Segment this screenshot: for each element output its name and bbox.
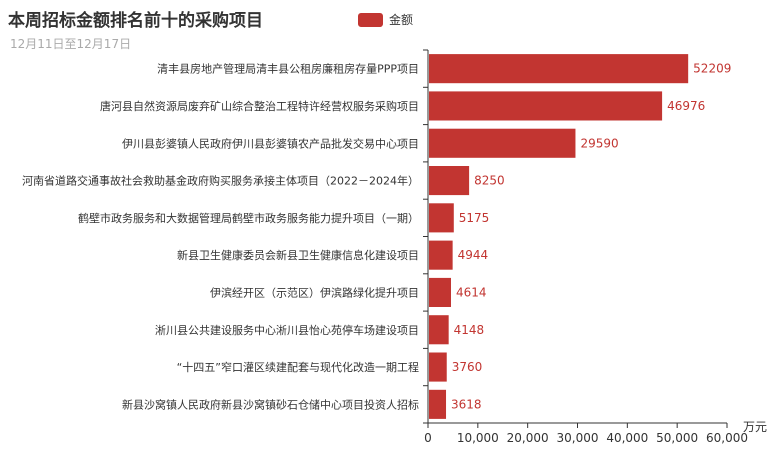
x-tick-label: 40,000 — [606, 431, 648, 445]
category-label: 伊川县彭婆镇人民政府伊川县彭婆镇农产品批发交易中心项目 — [122, 136, 419, 150]
x-tick-label: 20,000 — [507, 431, 549, 445]
legend[interactable]: 金额 — [358, 11, 413, 28]
category-label: 新县卫生健康委员会新县卫生健康信息化建设项目 — [177, 248, 419, 262]
bar — [429, 166, 470, 196]
x-axis-unit: 万元 — [743, 420, 767, 434]
x-tick-label: 10,000 — [457, 431, 499, 445]
bar — [429, 128, 576, 158]
data-label: 3760 — [452, 360, 483, 374]
bar — [429, 91, 663, 121]
bar — [429, 277, 451, 307]
x-tick-label: 50,000 — [656, 431, 698, 445]
category-label: 清丰县房地产管理局清丰县公租房廉租房存量PPP项目 — [157, 62, 419, 76]
category-label: 唐河县自然资源局废弃矿山综合整治工程特许经营权服务采购项目 — [100, 99, 419, 113]
bar — [429, 54, 689, 84]
data-label: 4148 — [454, 323, 485, 337]
category-label: 河南省道路交通事故社会救助基金政府购买服务承接主体项目（2022－2024年） — [22, 174, 419, 188]
bar — [429, 352, 447, 382]
bar — [429, 203, 454, 233]
category-label: 新县沙窝镇人民政府新县沙窝镇砂石仓储中心项目投资人招标 — [122, 397, 419, 411]
data-label: 4614 — [456, 285, 487, 299]
bar — [429, 315, 449, 345]
legend-swatch — [358, 12, 383, 27]
data-label: 29590 — [580, 136, 618, 150]
data-label: 4944 — [458, 248, 489, 262]
data-label: 46976 — [667, 99, 705, 113]
category-label: 伊滨经开区（示范区）伊滨路绿化提升项目 — [210, 285, 419, 299]
chart-subtitle: 12月11日至12月17日 — [10, 37, 132, 51]
chart-title: 本周招标金额排名前十的采购项目 — [8, 11, 263, 31]
x-tick-label: 60,000 — [706, 431, 748, 445]
category-label: 淅川县公共建设服务中心淅川县怡心苑停车场建设项目 — [155, 323, 419, 337]
category-label: “十四五”窄口灌区续建配套与现代化改造一期工程 — [177, 360, 419, 374]
legend-label: 金额 — [389, 13, 414, 27]
data-label: 5175 — [459, 211, 490, 225]
data-label: 8250 — [474, 174, 505, 188]
category-label: 鹤壁市政务服务和大数据管理局鹤壁市政务服务能力提升项目（一期） — [78, 211, 419, 225]
bar — [429, 389, 447, 419]
data-label: 3618 — [451, 397, 482, 411]
x-tick-label: 30,000 — [557, 431, 599, 445]
x-tick-label: 0 — [424, 431, 432, 445]
bar — [429, 240, 453, 270]
data-label: 52209 — [693, 62, 731, 76]
